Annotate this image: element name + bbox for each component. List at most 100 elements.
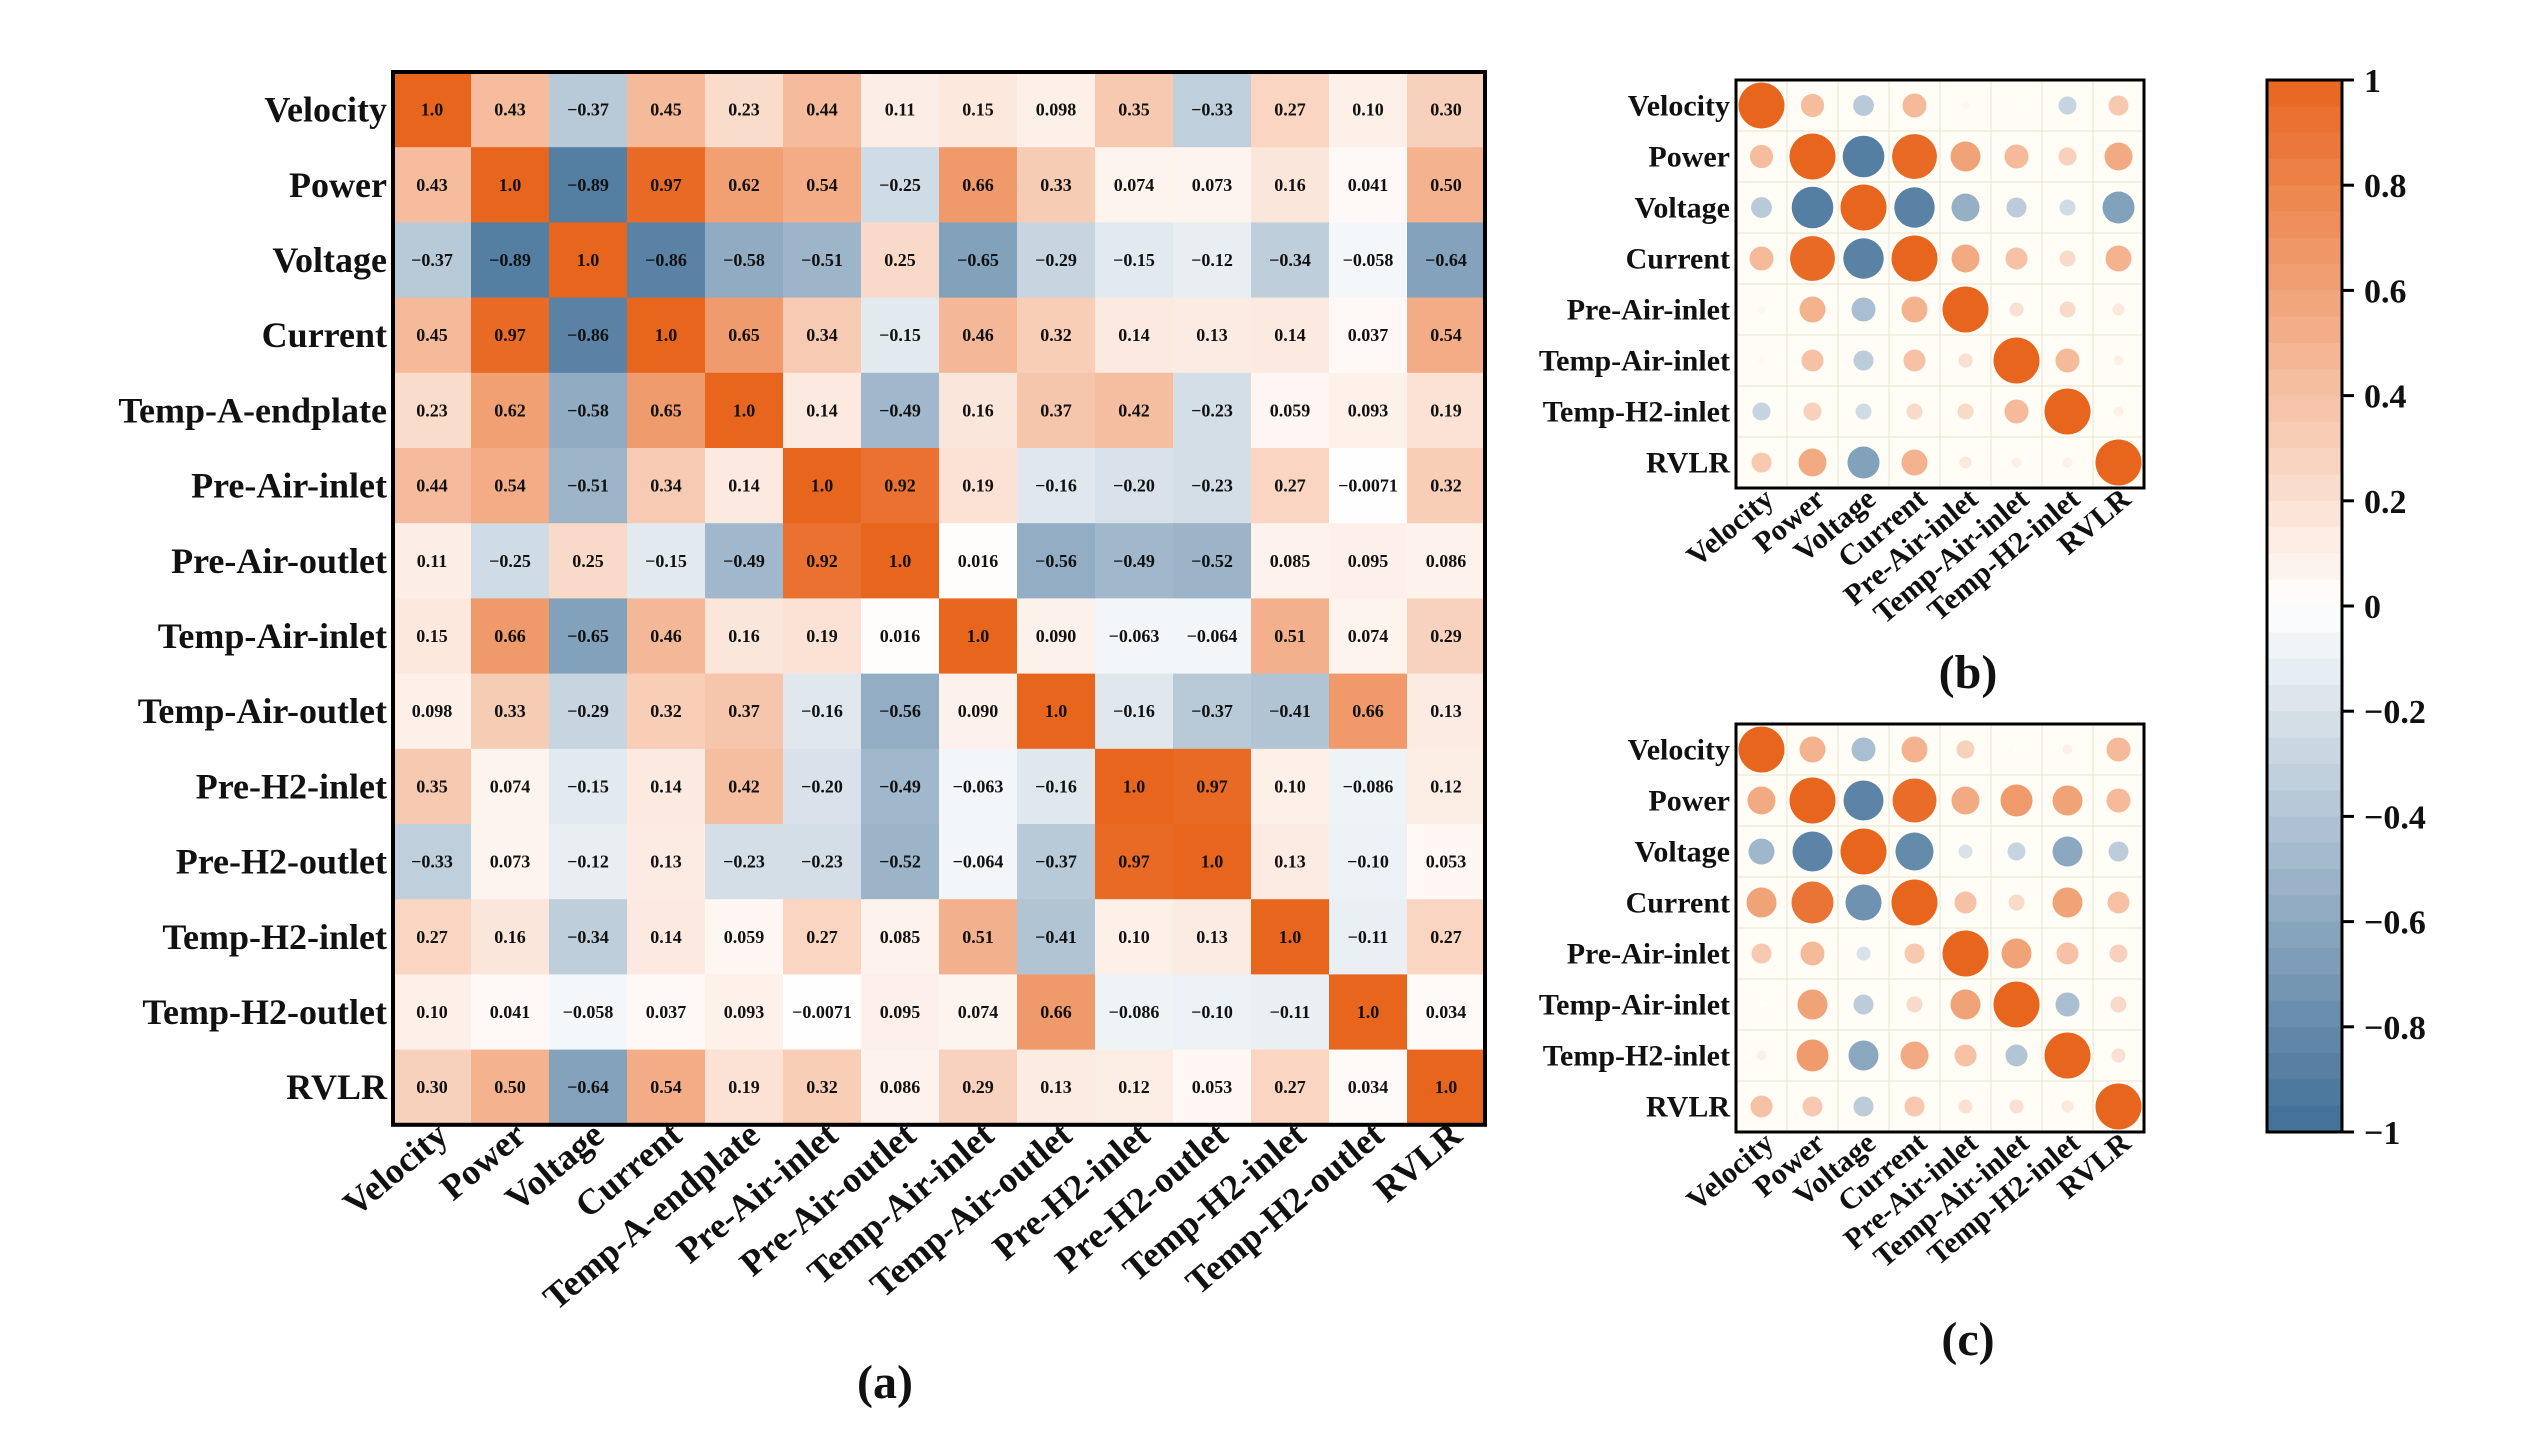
correlation-circle [1904, 943, 1925, 964]
cell-value-label: 0.27 [1274, 100, 1306, 120]
row-label-velocity: Velocity [1628, 90, 1730, 123]
heatmap-cell [705, 1049, 784, 1126]
correlation-circle [2113, 406, 2124, 417]
cell-value-label: 0.037 [646, 1002, 687, 1022]
cell-value-label: 0.30 [1430, 100, 1462, 120]
cell-value-label: 0.13 [650, 852, 682, 872]
row-label-power: Power [1648, 141, 1730, 174]
correlation-circle [2000, 784, 2033, 817]
heatmap-cell [1173, 899, 1252, 975]
heatmap-cell [471, 222, 550, 299]
correlation-circle [1895, 832, 1934, 871]
cell-value-label: 0.13 [1040, 1077, 1072, 1097]
row-label-temp-air-outlet: Temp-Air-outlet [138, 691, 387, 731]
heatmap-cell [861, 372, 940, 449]
cell-value-label: 0.65 [728, 325, 760, 345]
colorbar-tick-label: −0.4 [2364, 799, 2426, 836]
cell-value-label: 0.97 [1196, 776, 1228, 796]
circle-matrix-frame [1734, 722, 2146, 1134]
colorbar-segment [2267, 448, 2342, 476]
heatmap-cell [393, 974, 472, 1051]
cell-value-label: 1.0 [577, 250, 600, 270]
heatmap-cell [627, 72, 706, 148]
colorbar-segment [2267, 264, 2342, 291]
cell-value-label: 0.085 [880, 927, 921, 947]
cell-value-label: −0.49 [879, 400, 921, 420]
row-label-temp-air-inlet: Temp-Air-inlet [1539, 989, 1730, 1022]
correlation-circle [2110, 996, 2127, 1013]
cell-value-label: 0.10 [1274, 776, 1306, 796]
correlation-circle [1853, 350, 1874, 371]
correlation-circle [1892, 778, 1937, 823]
colorbar-segment [2267, 974, 2342, 1002]
heatmap-cell [705, 72, 784, 148]
cell-value-label: 1.0 [1435, 1077, 1458, 1097]
cell-value-label: −0.23 [1191, 476, 1233, 496]
heatmap-cell [627, 974, 706, 1051]
cell-value-label: 0.10 [1118, 927, 1150, 947]
heatmap-cell [393, 523, 472, 599]
cell-value-label: −0.20 [801, 776, 843, 796]
colorbar-segment [2267, 579, 2342, 607]
row-label-current: Current [1626, 887, 1730, 920]
heatmap-cell [1329, 72, 1408, 148]
heatmap-cell [1095, 748, 1174, 825]
heatmap-cell [705, 824, 784, 900]
cell-value-label: −0.29 [1035, 250, 1077, 270]
cell-value-label: 0.073 [490, 852, 531, 872]
heatmap-cell [1407, 72, 1486, 148]
panel-c-label: (c) [1941, 1313, 1994, 1366]
cell-value-label: 0.44 [806, 100, 838, 120]
heatmap-cell [549, 1049, 628, 1126]
cell-value-label: −0.063 [953, 776, 1004, 796]
cell-value-label: −0.51 [567, 476, 609, 496]
panel-c-circle-matrix: VelocityVelocityPowerPowerVoltageVoltage… [1539, 722, 2146, 1274]
correlation-circle [1799, 296, 1826, 323]
heatmap-cell [783, 748, 862, 825]
colorbar: 1 0.8 0.6 0.4 0.2 0 −0.2 −0.4 −0.6 −0.8 −1 [2265, 63, 2426, 1152]
cell-value-label: 0.23 [728, 100, 760, 120]
heatmap-cell [861, 222, 940, 299]
colorbar-segment [2267, 816, 2342, 844]
heatmap-cell [549, 523, 628, 599]
row-label-temp-h2-inlet: Temp-H2-inlet [162, 917, 387, 957]
correlation-circle [2095, 1083, 2142, 1130]
heatmap-cell [1407, 372, 1486, 449]
heatmap-cell [393, 598, 472, 675]
cell-value-label: 0.66 [494, 626, 526, 646]
cell-value-label: −0.29 [567, 701, 609, 721]
correlation-circle [2102, 191, 2135, 224]
cell-value-label: 0.25 [884, 250, 916, 270]
cell-value-label: 0.059 [1270, 400, 1311, 420]
correlation-circle [2004, 399, 2029, 424]
cell-value-label: 0.45 [416, 325, 448, 345]
cell-value-label: 1.0 [733, 400, 756, 420]
cell-value-label: −0.15 [567, 776, 609, 796]
colorbar-segment [2267, 632, 2342, 660]
cell-value-label: −0.37 [567, 100, 609, 120]
correlation-circle [2106, 788, 2131, 813]
heatmap-cell [393, 748, 472, 825]
heatmap-cell [705, 523, 784, 599]
correlation-circle [1751, 197, 1772, 218]
cell-value-label: 0.54 [806, 175, 838, 195]
heatmap-cell [1251, 748, 1330, 825]
heatmap-cell [1251, 372, 1330, 449]
colorbar-segment [2267, 684, 2342, 712]
heatmap-cell [549, 974, 628, 1051]
heatmap-cell [1251, 598, 1330, 675]
correlation-circle [1750, 1095, 1773, 1118]
heatmap-cell [1329, 673, 1408, 750]
heatmap-cell [1173, 222, 1252, 299]
colorbar-tick-label: 1 [2364, 63, 2381, 100]
heatmap-cell [1173, 297, 1252, 374]
cell-value-label: −0.16 [1035, 476, 1077, 496]
cell-value-label: 0.10 [416, 1002, 448, 1022]
row-label-velocity: Velocity [264, 90, 387, 130]
heatmap-cell [1407, 748, 1486, 825]
correlation-circle [2055, 348, 2080, 373]
cell-value-label: −0.51 [801, 250, 843, 270]
correlation-circle [2059, 250, 2076, 267]
colorbar-segment [2267, 106, 2342, 134]
